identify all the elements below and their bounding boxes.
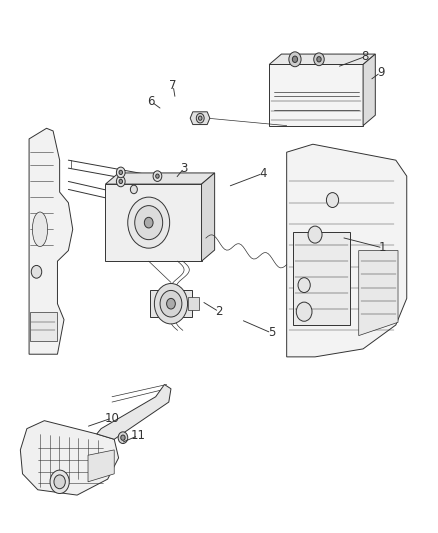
Polygon shape [287,144,407,357]
Circle shape [131,185,138,193]
Polygon shape [269,54,375,64]
Circle shape [128,197,170,248]
Circle shape [154,284,187,324]
Circle shape [326,192,339,207]
Polygon shape [363,54,375,126]
Polygon shape [269,64,363,126]
Circle shape [317,56,321,62]
Polygon shape [190,112,210,125]
Circle shape [198,116,202,120]
Text: 10: 10 [105,411,120,424]
Circle shape [160,290,182,317]
Text: 5: 5 [268,326,275,340]
Circle shape [296,302,312,321]
Text: 9: 9 [377,66,384,79]
Text: 6: 6 [148,95,155,108]
Circle shape [292,56,297,62]
Circle shape [308,226,322,243]
Circle shape [289,52,301,67]
Circle shape [31,265,42,278]
Text: 7: 7 [170,79,177,92]
Polygon shape [20,421,119,495]
Circle shape [153,171,162,181]
Circle shape [166,298,175,309]
Ellipse shape [32,212,48,247]
Circle shape [119,170,123,174]
Polygon shape [150,290,192,317]
Polygon shape [293,232,350,325]
Polygon shape [88,450,114,482]
Text: 11: 11 [131,429,146,442]
Circle shape [196,114,204,123]
Circle shape [145,217,153,228]
Circle shape [155,174,159,178]
Polygon shape [201,173,215,261]
Polygon shape [29,128,73,354]
Text: 2: 2 [215,305,223,318]
Polygon shape [97,384,171,439]
Circle shape [117,167,125,177]
Circle shape [121,435,125,440]
Text: 8: 8 [362,50,369,63]
Circle shape [117,176,125,187]
Circle shape [50,470,69,494]
Circle shape [314,53,324,66]
Text: 1: 1 [379,241,386,254]
Circle shape [135,206,162,240]
Polygon shape [106,184,201,261]
Circle shape [119,179,123,183]
Polygon shape [187,297,199,310]
Text: 4: 4 [259,167,266,180]
Circle shape [298,278,310,293]
Polygon shape [30,312,57,341]
Circle shape [54,475,65,489]
Polygon shape [359,251,398,336]
Polygon shape [106,173,215,184]
Circle shape [118,432,128,443]
Text: 3: 3 [180,161,188,175]
